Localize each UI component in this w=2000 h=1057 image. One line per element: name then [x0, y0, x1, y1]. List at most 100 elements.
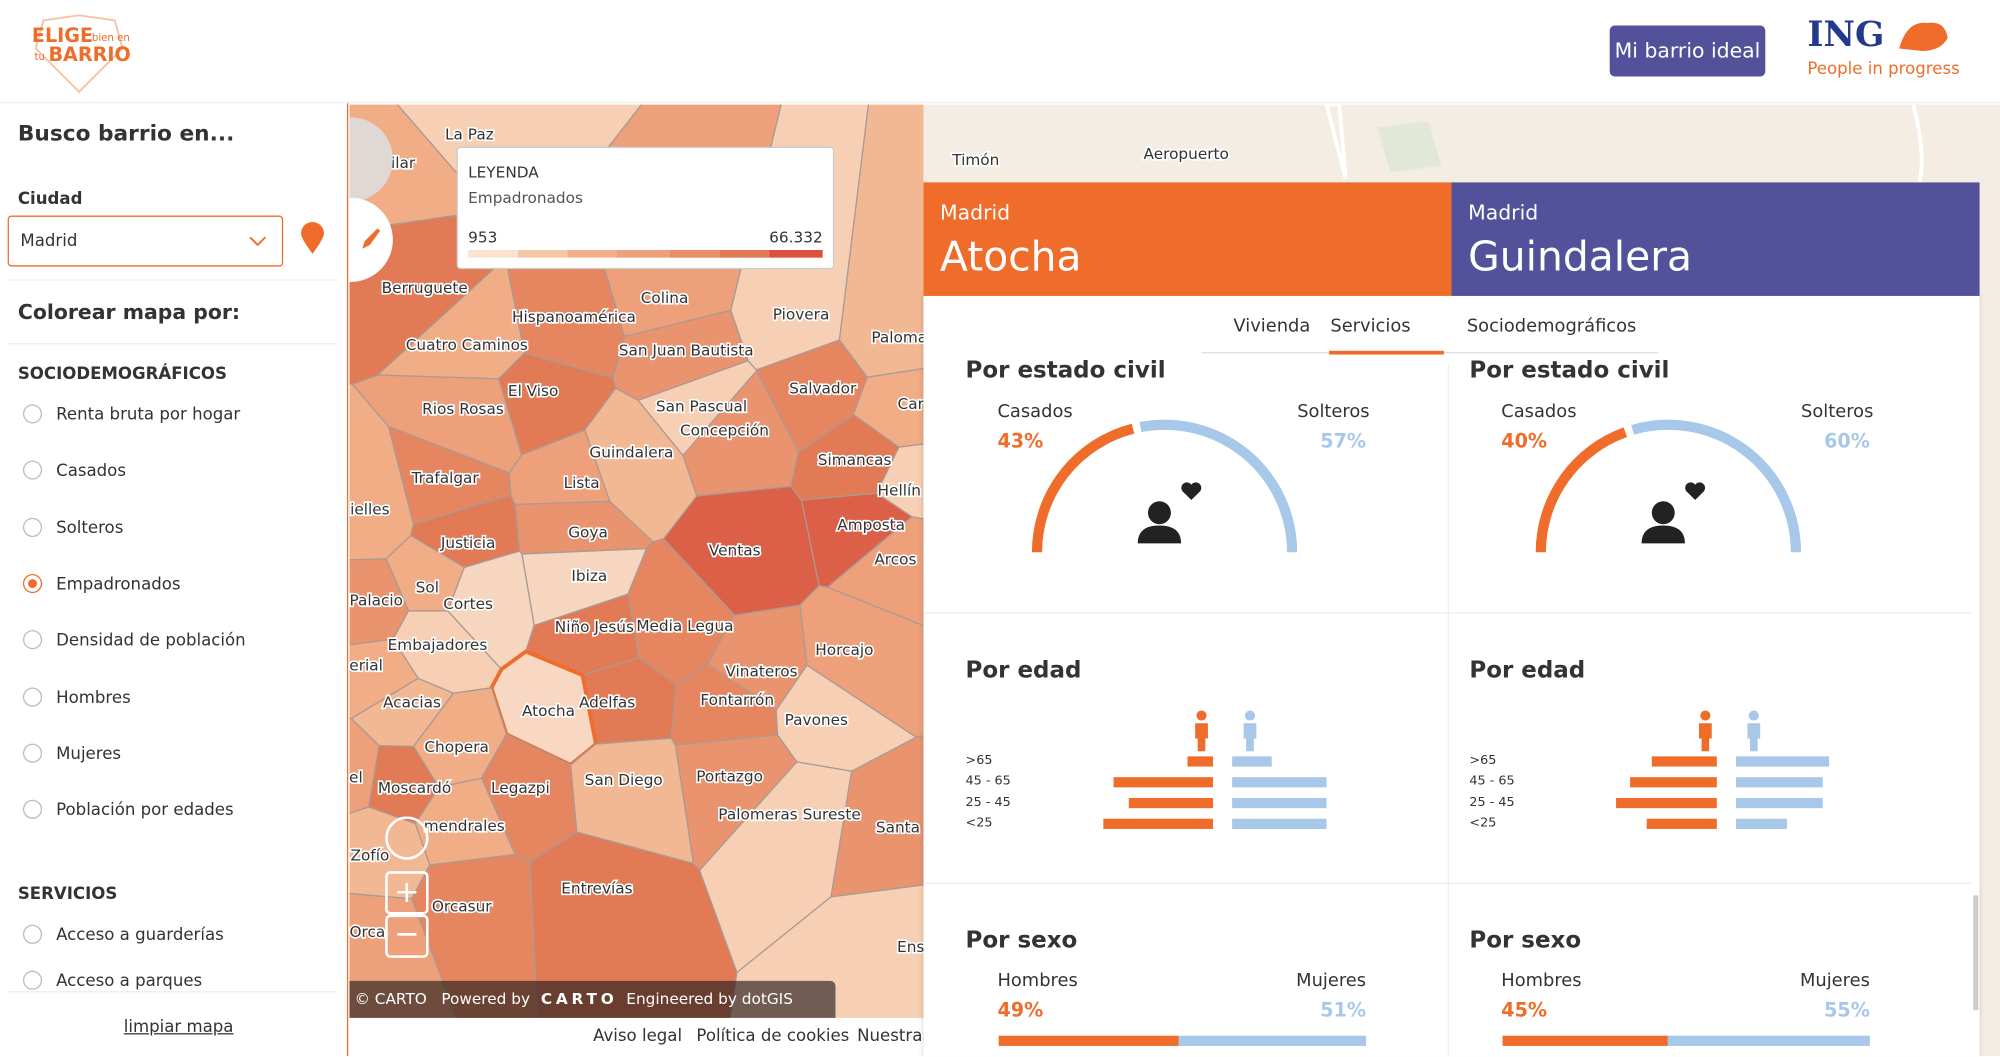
radio[interactable] — [22, 517, 43, 537]
divider — [923, 612, 1972, 614]
divider — [7, 343, 337, 345]
map-label: Embajadores — [388, 636, 488, 654]
tab-active — [1329, 350, 1444, 355]
legend-title: LEYENDA — [468, 163, 539, 182]
panel-header — [923, 182, 1452, 296]
city-select[interactable]: Madrid — [7, 215, 284, 267]
road — [1324, 102, 1924, 183]
attribution-text: © CARTO — [354, 989, 427, 1008]
map-label: Acacias — [383, 693, 441, 711]
radio[interactable] — [22, 404, 43, 424]
brand: ING — [1807, 15, 1885, 55]
option-label[interactable]: Renta bruta por hogar — [56, 405, 241, 425]
civil-label: Casados — [1501, 401, 1577, 423]
legend: LEYENDA Empadronados 953 66.332 — [456, 146, 835, 270]
map-label: Aeropuerto — [1144, 145, 1229, 163]
map-label: Media Legua — [636, 617, 733, 635]
legend-min: 953 — [468, 228, 498, 247]
tab[interactable]: Servicios — [1330, 316, 1411, 337]
section-title: Por edad — [1469, 656, 1586, 684]
clear-link[interactable]: limpiar mapa — [123, 1017, 234, 1037]
map-label: Orcasur — [432, 897, 492, 915]
attribution-text: CARTO — [540, 989, 618, 1008]
district — [411, 853, 538, 1018]
map-label: Concepción — [680, 422, 769, 440]
section-title: Por edad — [965, 656, 1082, 684]
map-label: Palacio — [349, 591, 403, 609]
city-value: Madrid — [20, 232, 78, 252]
option-label[interactable]: Solteros — [56, 518, 124, 538]
option-label[interactable]: Acceso a parques — [56, 972, 203, 992]
map-label: San Juan Bautista — [619, 341, 754, 359]
sidebar-title: Busco barrio en... — [17, 121, 235, 147]
ideal-button[interactable]: Mi barrio ideal — [1609, 25, 1766, 77]
map-label: Piovera — [773, 306, 830, 324]
city-label: Ciudad — [17, 190, 83, 210]
map-label: Palomeras Sureste — [718, 806, 860, 824]
civil-label: Casados — [997, 401, 1073, 423]
district — [830, 735, 924, 898]
panel-header — [1451, 182, 1980, 296]
map-label: Horcajo — [815, 641, 873, 659]
compare-panel — [923, 295, 1980, 1057]
map-label: Goya — [568, 524, 608, 542]
map-label: Pavones — [785, 711, 848, 729]
age-label: <25 — [965, 816, 993, 831]
zoom-in[interactable]: + — [385, 871, 429, 915]
map-label: La Paz — [445, 126, 494, 144]
map-label: Rios Rosas — [422, 400, 504, 418]
footer-link[interactable]: Nuestras — [857, 1026, 932, 1046]
pan-button[interactable] — [385, 816, 429, 860]
radio[interactable] — [22, 799, 43, 819]
sex-value: 49% — [997, 998, 1044, 1022]
age-label: 45 - 65 — [1469, 774, 1515, 789]
sidebar: Busco barrio en... Ciudad Madrid Colorea… — [0, 103, 349, 1057]
sex-value: 45% — [1501, 998, 1548, 1022]
radio[interactable] — [22, 743, 43, 763]
option-label[interactable]: Acceso a guarderías — [56, 926, 224, 946]
option-label[interactable]: Casados — [56, 462, 126, 482]
age-label: 45 - 65 — [965, 774, 1011, 789]
map-label: Guindalera — [589, 443, 673, 461]
option-label[interactable]: Mujeres — [56, 744, 122, 764]
map-label: Lista — [564, 474, 600, 492]
radio[interactable] — [22, 686, 43, 706]
zoom-out[interactable]: − — [385, 914, 429, 958]
radio[interactable] — [22, 460, 43, 480]
sex-label: Hombres — [1501, 970, 1582, 992]
attribution-text: Engineered by dotGIS — [626, 989, 793, 1008]
header: ELIGE bien en tu BARRIO Mi barrio ideal … — [0, 0, 2000, 104]
radio[interactable] — [22, 925, 43, 945]
option-label[interactable]: Hombres — [56, 688, 131, 708]
radio[interactable] — [22, 971, 43, 991]
radio-dot — [28, 578, 37, 588]
map-label: ielles — [350, 501, 390, 519]
map-label: Simancas — [818, 451, 892, 469]
map-label: Ens — [897, 938, 924, 956]
footer-link[interactable]: Aviso legal — [593, 1026, 683, 1046]
map-label: Atocha — [522, 702, 575, 720]
section-title: Por estado civil — [965, 357, 1166, 384]
option-label[interactable]: Densidad de población — [56, 631, 246, 651]
section-title: Por sexo — [1469, 927, 1582, 955]
map-label: Chopera — [424, 738, 489, 756]
map-label: Paloma — [871, 329, 927, 347]
tab[interactable]: Sociodemográficos — [1466, 316, 1637, 337]
map-label: Orca — [349, 923, 385, 941]
map-label: Entrevías — [561, 880, 632, 898]
footer-link[interactable]: Política de cookies — [696, 1026, 850, 1046]
sex-value: 51% — [1320, 998, 1367, 1022]
option-label[interactable]: Empadronados — [56, 575, 181, 595]
tab[interactable]: Vivienda — [1233, 316, 1311, 337]
districts — [349, 104, 924, 1018]
option-label[interactable]: Población por edades — [56, 801, 234, 821]
map-label: Berruguete — [382, 279, 468, 297]
radio[interactable] — [22, 630, 43, 650]
civil-value: 60% — [1824, 429, 1870, 453]
locate-button[interactable] — [298, 221, 326, 257]
lion-icon — [1899, 22, 1948, 52]
column-divider — [1447, 363, 1449, 1057]
map-label: Car — [898, 395, 925, 413]
radio[interactable] — [22, 573, 43, 593]
